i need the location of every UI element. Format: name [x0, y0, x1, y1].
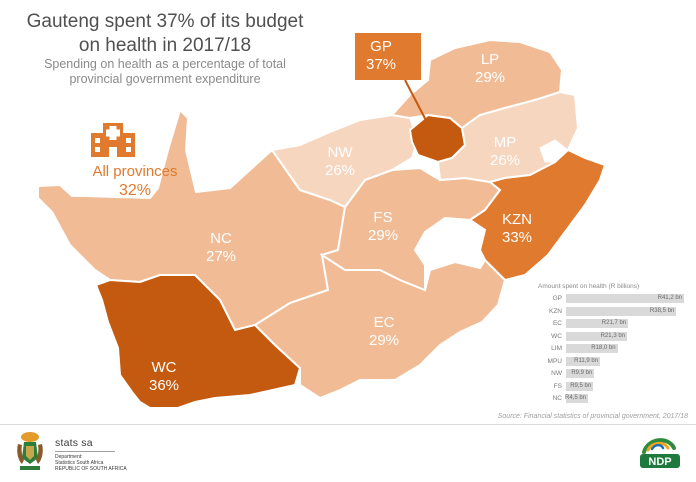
bar-category-label: MPU: [547, 357, 562, 365]
bar-row: NW R9,9 bn: [538, 369, 688, 379]
lesotho: [414, 217, 486, 271]
bar: R18,0 bn: [566, 344, 618, 353]
org-line-1: Department:: [55, 454, 83, 460]
province-share: 37%: [366, 56, 397, 73]
subtitle: Spending on health as a percentage of to…: [0, 57, 330, 87]
bar-value-label: R18,0 bn: [591, 345, 616, 351]
bar-row: WC R21,3 bn: [538, 331, 688, 342]
gp-callout-box: [355, 33, 421, 80]
bar-row: MPU R11,9 bn: [538, 356, 688, 367]
province-code: GP: [370, 38, 392, 55]
all-provinces-label: All provinces: [92, 163, 178, 180]
bar-row: FS R9,5 bn: [538, 381, 688, 392]
coat-of-arms-icon: [17, 432, 43, 470]
all-provinces-value: 32%: [118, 182, 152, 199]
bar-value-label: R21,3 bn: [600, 332, 625, 339]
org-name: stats sa: [55, 437, 93, 449]
province-label-kzn: KZN 33%: [502, 211, 532, 247]
province-label-nw: NW 26%: [325, 144, 355, 180]
bar-row: GP R41,2 bn: [538, 294, 688, 304]
bar-value-label: R21,7 bn: [601, 320, 627, 326]
org-rule: [55, 451, 115, 452]
province-code: LP: [480, 51, 500, 68]
province-label-ec: EC 29%: [369, 314, 399, 350]
province-share: 26%: [325, 162, 356, 179]
bar-category-label: FS: [553, 382, 562, 390]
title: Gauteng spent 37% of its budget on healt…: [0, 10, 330, 58]
bar: R9,5 bn: [566, 381, 594, 391]
province-code: MP: [493, 134, 517, 151]
subtitle-line-1: Spending on health as a percentage of to…: [44, 57, 286, 71]
province-label-nc: NC 27%: [206, 230, 236, 266]
bar: R41,2 bn: [566, 294, 684, 303]
province-label-lp: LP 29%: [475, 51, 505, 87]
bar-value-label: R4,5 bn: [564, 395, 586, 401]
bar: R9,9 bn: [566, 369, 595, 378]
province-lp: [390, 38, 564, 130]
province-kzn: [468, 148, 607, 282]
province-code: NW: [327, 144, 353, 161]
bar: R11,9 bn: [566, 356, 601, 366]
bar-row: EC R21,7 bn: [538, 319, 688, 329]
province-share: 36%: [149, 377, 180, 394]
bar-row: LIM R18,0 bn: [538, 344, 688, 354]
bar-value-label: R38,5 bn: [649, 307, 675, 314]
bar-category-label: GP: [552, 295, 562, 302]
bar-category-label: WC: [551, 332, 562, 340]
ndp-logo-icon: NDP: [640, 438, 680, 468]
bar-category-label: NW: [551, 370, 562, 377]
province-share: 29%: [368, 227, 399, 244]
source-note: Source: Financial statistics of provinci…: [497, 413, 688, 420]
province-share: 26%: [490, 152, 521, 169]
province-code: EC: [373, 314, 395, 331]
province-share: 27%: [206, 248, 237, 265]
province-code: NC: [210, 230, 232, 247]
bar-value-label: R41,2 bn: [657, 295, 682, 301]
province-label-fs: FS 29%: [368, 209, 398, 245]
province-label-gp: GP 37%: [366, 38, 396, 74]
footer-divider: [0, 424, 696, 425]
bar-chart-title: Amount spent on health (R billions): [538, 283, 640, 290]
title-line-2: on health in 2017/18: [78, 35, 252, 56]
province-share: 33%: [502, 229, 533, 246]
subtitle-line-2: provincial government expenditure: [69, 72, 261, 86]
province-wc: [94, 274, 302, 409]
province-label-wc: WC 36%: [149, 359, 179, 395]
title-line-1: Gauteng spent 37% of its budget: [26, 11, 304, 32]
gp-leader-line: [404, 79, 431, 129]
province-share: 29%: [475, 69, 506, 86]
province-code: WC: [151, 359, 177, 376]
bar: R4,5 bn: [564, 394, 588, 403]
province-label-mp: MP 26%: [490, 134, 520, 170]
bar-value-label: R11,9 bn: [574, 357, 599, 364]
all-provinces-callout: All provinces 32%: [70, 162, 200, 200]
hospital-icon: [91, 123, 135, 157]
province-code: FS: [373, 209, 393, 226]
ndp-logo-text: NDP: [648, 456, 671, 468]
bar-category-label: KZN: [549, 307, 562, 315]
org-line-3: REPUBLIC OF SOUTH AFRICA: [55, 466, 127, 472]
province-code: KZN: [502, 211, 533, 228]
bar-value-label: R9,5 bn: [570, 382, 592, 389]
bar-value-label: R9,9 bn: [571, 370, 593, 376]
bar-category-label: NC: [552, 395, 562, 402]
bar: R21,3 bn: [566, 331, 627, 341]
bar-category-label: LIM: [551, 345, 562, 352]
bar: R21,7 bn: [566, 319, 629, 328]
bar-row: NC R4,5 bn: [538, 394, 688, 404]
org-line-2: Statistics South Africa: [55, 460, 104, 466]
bar-row: KZN R38,5 bn: [538, 306, 688, 317]
bar-category-label: EC: [552, 320, 562, 327]
province-share: 29%: [369, 332, 400, 349]
footer: stats sa Department: Statistics South Af…: [0, 425, 696, 482]
bar: R38,5 bn: [566, 306, 677, 316]
